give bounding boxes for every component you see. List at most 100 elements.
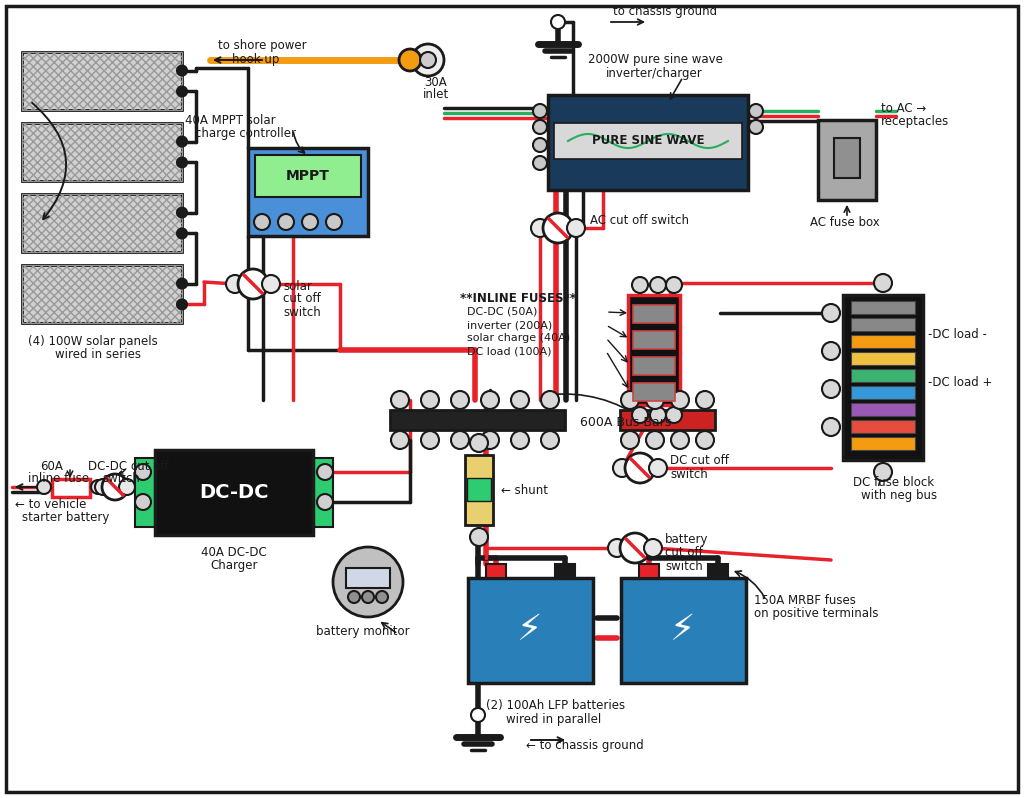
Text: receptacles: receptacles [881,114,949,128]
Text: switch: switch [283,306,321,318]
Bar [486,564,506,578]
Text: 30A: 30A [425,76,447,89]
Bar [818,120,876,200]
Bar [22,52,182,110]
Circle shape [646,431,664,449]
Text: DC-DC cut off: DC-DC cut off [88,460,169,473]
Text: to AC →: to AC → [881,102,927,116]
Circle shape [822,418,840,436]
Circle shape [671,391,689,409]
Text: 60A: 60A [40,460,62,473]
Text: ← to chassis ground: ← to chassis ground [526,740,644,753]
Circle shape [822,342,840,360]
Circle shape [620,533,650,563]
Circle shape [412,44,444,76]
Circle shape [177,279,187,289]
Bar [390,410,565,430]
Bar [155,450,313,535]
Bar [639,564,659,578]
Circle shape [177,86,187,97]
Circle shape [119,479,135,495]
Text: with neg bus: with neg bus [861,488,937,501]
Text: wired in series: wired in series [55,347,141,361]
Circle shape [625,453,655,483]
Bar [851,437,915,450]
Text: DC fuse block: DC fuse block [853,476,934,488]
Bar [22,265,182,323]
Circle shape [317,464,333,480]
Circle shape [278,214,294,230]
Bar [620,410,715,430]
Text: cut off: cut off [283,293,321,306]
Circle shape [621,391,639,409]
Circle shape [471,708,485,722]
Circle shape [135,494,151,510]
Bar [255,155,361,197]
Bar [633,305,675,323]
Text: wired in parallel: wired in parallel [506,713,601,725]
Bar [555,564,575,578]
Circle shape [541,391,559,409]
Bar [22,194,182,252]
Circle shape [451,391,469,409]
Circle shape [531,219,549,237]
Text: ← shunt: ← shunt [501,484,548,496]
Text: ⚡: ⚡ [671,613,695,647]
Text: (2) 100Ah LFP batteries: (2) 100Ah LFP batteries [486,698,625,712]
Circle shape [177,207,187,218]
Circle shape [511,431,529,449]
Text: hook up: hook up [232,53,280,65]
Bar [628,295,680,405]
Text: DC load (100A): DC load (100A) [460,346,552,356]
Circle shape [226,275,244,293]
Bar [22,194,182,252]
Bar [313,458,333,527]
Circle shape [671,431,689,449]
Circle shape [696,391,714,409]
Bar [633,383,675,401]
Circle shape [481,431,499,449]
Circle shape [534,156,547,170]
Bar [851,301,915,314]
Bar [851,420,915,433]
Text: ← to vehicle: ← to vehicle [15,499,86,512]
Text: switch: switch [102,472,139,485]
Text: on positive terminals: on positive terminals [754,607,879,621]
Bar [22,123,182,181]
Text: MPPT: MPPT [286,169,330,183]
Text: AC cut off switch: AC cut off switch [590,214,689,227]
Text: switch: switch [670,468,708,480]
Text: to chassis ground: to chassis ground [613,6,717,18]
Bar [843,295,923,460]
Circle shape [666,407,682,423]
Text: inlet: inlet [423,88,450,101]
Circle shape [37,480,51,494]
Circle shape [650,407,666,423]
Circle shape [650,277,666,293]
Circle shape [91,480,105,494]
Circle shape [644,539,662,557]
Circle shape [551,15,565,29]
Text: inverter (200A): inverter (200A) [460,320,552,330]
Circle shape [749,104,763,118]
Circle shape [822,304,840,322]
Circle shape [649,459,667,477]
Circle shape [511,391,529,409]
Bar [468,578,593,683]
Circle shape [238,269,268,299]
Bar [22,52,182,110]
Bar [554,123,742,159]
Circle shape [613,459,631,477]
Circle shape [481,391,499,409]
Bar [851,403,915,416]
Bar [22,123,182,181]
Circle shape [348,591,360,603]
Text: DC-DC (50A): DC-DC (50A) [460,307,538,317]
Circle shape [632,277,648,293]
Circle shape [470,434,488,452]
Text: to shore power: to shore power [218,39,306,53]
Circle shape [177,228,187,239]
Bar [708,564,728,578]
Bar [346,568,390,588]
Bar [548,95,748,190]
